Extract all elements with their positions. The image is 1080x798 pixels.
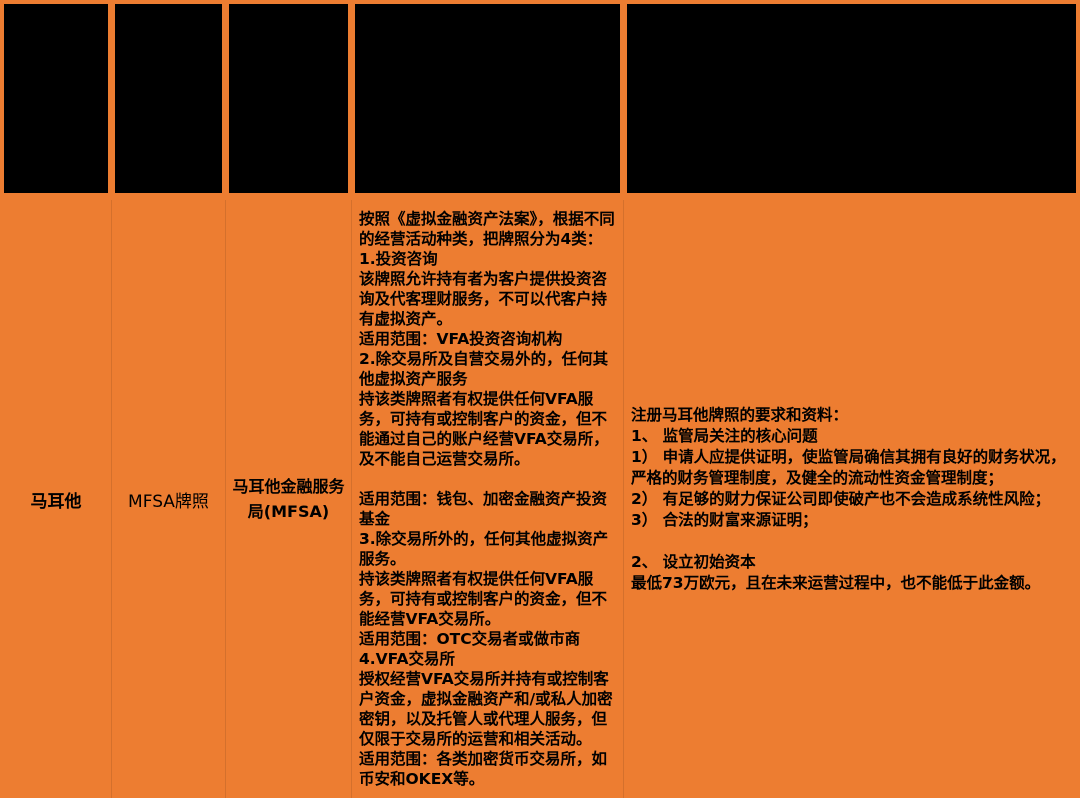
header-cell-redacted-4: [355, 4, 620, 193]
license-name-cell: MFSA牌照: [111, 200, 222, 798]
license-categories-cell: 按照《虚拟金融资产法案》，根据不同的经营活动种类，把牌照分为4类： 1.投资咨询…: [351, 200, 620, 798]
requirements-text: 注册马耳他牌照的要求和资料： 1、 监管局关注的核心问题 1） 申请人应提供证明…: [631, 405, 1066, 592]
header-cell-redacted-2: [115, 4, 222, 193]
table-row: 马耳他 MFSA牌照 马耳他金融服务局(MFSA) 按照《虚拟金融资产法案》，根…: [4, 200, 1076, 798]
header-cell-redacted-3: [229, 4, 348, 193]
country-cell: 马耳他: [4, 200, 108, 798]
license-categories-text: 按照《虚拟金融资产法案》，根据不同的经营活动种类，把牌照分为4类： 1.投资咨询…: [359, 210, 615, 788]
country-label: 马耳他: [30, 491, 82, 512]
requirements-cell: 注册马耳他牌照的要求和资料： 1、 监管局关注的核心问题 1） 申请人应提供证明…: [623, 200, 1076, 798]
license-name-label: MFSA牌照: [128, 491, 209, 512]
header-cell-redacted-5: [627, 4, 1076, 193]
table-header-row: [4, 4, 1076, 193]
regulator-label: 马耳他金融服务局(MFSA): [232, 477, 345, 521]
header-cell-redacted-1: [4, 4, 108, 193]
regulator-cell: 马耳他金融服务局(MFSA): [225, 200, 348, 798]
